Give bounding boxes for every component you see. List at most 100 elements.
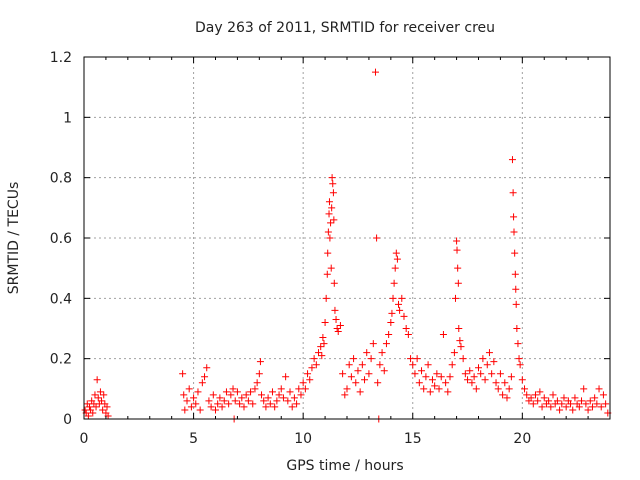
- data-point: [242, 391, 250, 399]
- data-point: [503, 394, 511, 402]
- data-point: [569, 406, 577, 414]
- data-point: [330, 279, 338, 287]
- data-point: [523, 391, 531, 399]
- data-point: [398, 294, 406, 302]
- x-tick-label: 20: [513, 431, 531, 447]
- data-point: [328, 204, 336, 212]
- data-point: [301, 385, 309, 393]
- data-point: [238, 394, 246, 402]
- data-point: [599, 391, 607, 399]
- data-point: [553, 397, 561, 405]
- data-point: [249, 400, 257, 408]
- data-point: [216, 394, 224, 402]
- data-point: [352, 379, 360, 387]
- data-point: [334, 328, 342, 336]
- data-point: [511, 249, 519, 257]
- data-point: [510, 228, 518, 236]
- data-point: [413, 355, 421, 363]
- data-point: [391, 264, 399, 272]
- data-point: [521, 385, 529, 393]
- data-point: [466, 367, 474, 375]
- data-point: [518, 376, 526, 384]
- data-point: [220, 397, 228, 405]
- data-point: [464, 376, 472, 384]
- data-point: [593, 400, 601, 408]
- data-point: [477, 370, 485, 378]
- data-point: [367, 355, 375, 363]
- data-point: [240, 403, 248, 411]
- y-tick-label: 0: [63, 412, 72, 428]
- data-point: [207, 403, 215, 411]
- data-point: [490, 358, 498, 366]
- data-point: [426, 388, 434, 396]
- data-point: [229, 385, 237, 393]
- data-point: [516, 361, 524, 369]
- data-point: [181, 406, 189, 414]
- data-point: [527, 394, 535, 402]
- data-point: [431, 382, 439, 390]
- data-point: [402, 325, 410, 332]
- data-point: [273, 397, 281, 405]
- data-point: [258, 391, 266, 399]
- data-point: [481, 376, 489, 384]
- data-point: [275, 391, 283, 399]
- data-point: [597, 403, 605, 411]
- chart-title: Day 263 of 2011, SRMTID for receiver cre…: [195, 20, 495, 36]
- data-point: [255, 370, 263, 378]
- data-point: [586, 397, 594, 405]
- data-point: [190, 394, 198, 402]
- data-point: [318, 352, 326, 360]
- data-point: [446, 373, 454, 381]
- data-point: [325, 210, 333, 218]
- data-point: [505, 385, 513, 393]
- x-tick-label: 5: [189, 431, 198, 447]
- data-point: [244, 397, 252, 405]
- data-point: [365, 370, 373, 378]
- data-point: [510, 213, 518, 221]
- data-point: [187, 403, 195, 411]
- data-point: [336, 321, 344, 329]
- data-point: [479, 355, 487, 363]
- data-point: [100, 391, 108, 399]
- data-point: [513, 325, 521, 332]
- data-point: [439, 331, 447, 339]
- data-point: [288, 403, 296, 411]
- data-point: [507, 373, 515, 381]
- data-point: [284, 397, 292, 405]
- data-point: [277, 385, 285, 393]
- data-point: [324, 228, 332, 236]
- data-point: [212, 406, 219, 414]
- data-point: [304, 370, 312, 378]
- data-point: [514, 340, 522, 348]
- x-tick-label: 0: [80, 431, 89, 447]
- data-point: [562, 403, 570, 411]
- data-point: [299, 379, 307, 387]
- data-point: [264, 394, 272, 402]
- data-point: [84, 412, 92, 420]
- y-axis-label: SRMTID / TECUs: [6, 182, 22, 295]
- data-point: [388, 309, 396, 317]
- data-point: [378, 349, 386, 357]
- data-point: [369, 340, 377, 348]
- data-point: [358, 361, 366, 369]
- data-point: [512, 300, 520, 308]
- data-point: [448, 361, 456, 369]
- data-point: [580, 385, 588, 393]
- data-point: [323, 270, 331, 278]
- data-point: [104, 412, 112, 420]
- data-point: [306, 376, 314, 384]
- data-point: [409, 361, 417, 369]
- data-point: [418, 367, 426, 375]
- data-point: [99, 406, 107, 414]
- data-point: [312, 361, 320, 369]
- data-point: [222, 388, 230, 396]
- data-point: [538, 403, 546, 411]
- data-point: [198, 379, 206, 387]
- data-point: [373, 234, 381, 242]
- data-point: [545, 397, 553, 405]
- y-tick-label: 0.2: [50, 352, 72, 368]
- data-point: [376, 361, 384, 369]
- data-point: [560, 394, 568, 402]
- data-point: [588, 403, 596, 411]
- data-point: [459, 355, 467, 363]
